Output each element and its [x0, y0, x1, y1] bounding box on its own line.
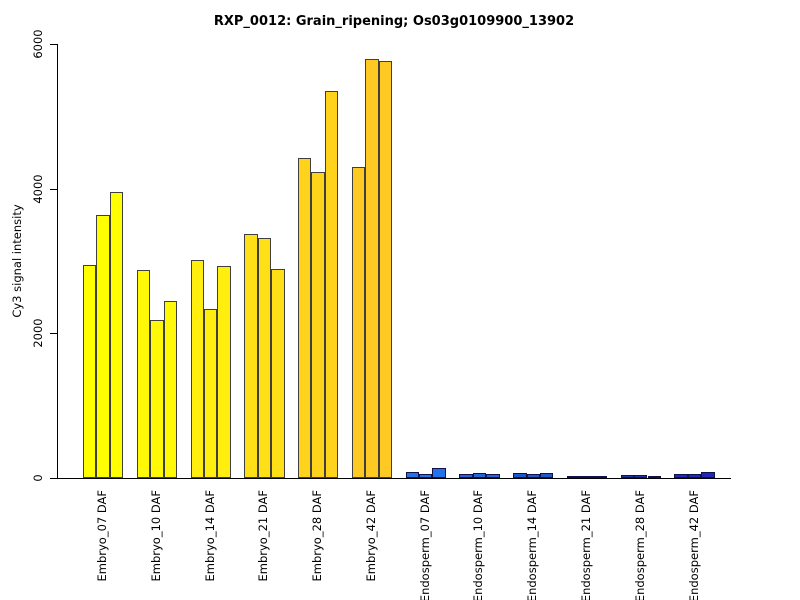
x-category-label: Endosperm_28 DAF — [632, 490, 647, 600]
x-axis-line — [57, 478, 731, 479]
bar — [298, 158, 312, 478]
bar — [203, 309, 218, 478]
bar — [539, 473, 554, 478]
bar — [271, 268, 285, 478]
bar — [83, 264, 97, 478]
bar — [674, 474, 688, 478]
bar — [109, 192, 124, 478]
bar — [136, 270, 151, 478]
x-category-label: Embryo_14 DAF — [202, 490, 217, 582]
x-category-label: Endosperm_14 DAF — [525, 490, 540, 600]
y-tick-mark — [50, 189, 57, 190]
y-tick-label: 2000 — [31, 318, 45, 348]
bar — [419, 473, 433, 478]
y-tick-mark — [50, 478, 57, 479]
bar — [701, 471, 715, 478]
bar — [244, 234, 258, 478]
bar — [526, 473, 540, 478]
y-tick-mark — [50, 44, 57, 45]
y-tick-label: 4000 — [31, 174, 45, 204]
bar — [486, 474, 500, 478]
bar — [190, 260, 204, 478]
bar — [257, 237, 272, 478]
x-category-label: Endosperm_42 DAF — [686, 490, 701, 600]
chart-title: RXP_0012: Grain_ripening; Os03g0109900_1… — [213, 14, 575, 29]
y-tick-mark — [50, 333, 57, 334]
x-category-label: Embryo_21 DAF — [256, 490, 271, 582]
bar — [378, 61, 393, 478]
bar — [217, 266, 231, 478]
bar — [687, 474, 702, 478]
x-category-label: Endosperm_10 DAF — [471, 490, 486, 600]
bar — [634, 475, 648, 478]
bar — [647, 475, 661, 478]
bar — [365, 59, 379, 478]
x-category-label: Embryo_42 DAF — [363, 490, 378, 582]
bar — [593, 476, 608, 478]
x-category-label: Endosperm_21 DAF — [579, 490, 594, 600]
bar — [405, 471, 419, 478]
bar — [620, 475, 635, 478]
y-tick-label: 6000 — [31, 29, 45, 59]
bar — [351, 166, 366, 478]
bar — [311, 172, 325, 478]
x-category-label: Embryo_07 DAF — [95, 490, 110, 582]
y-axis-line — [57, 44, 58, 479]
bar — [580, 475, 594, 478]
bar — [324, 91, 339, 478]
x-category-label: Embryo_10 DAF — [148, 490, 163, 582]
bar — [459, 474, 473, 478]
bar — [96, 215, 110, 478]
x-category-label: Embryo_28 DAF — [310, 490, 325, 582]
bar — [513, 472, 527, 478]
bar — [432, 467, 446, 478]
bar — [566, 475, 581, 478]
x-category-label: Endosperm_07 DAF — [417, 490, 432, 600]
y-axis-label: Cy3 signal intensity — [10, 204, 24, 318]
y-tick-label: 0 — [31, 474, 45, 482]
bar — [150, 320, 164, 478]
bar — [472, 472, 487, 478]
bar — [163, 300, 177, 478]
